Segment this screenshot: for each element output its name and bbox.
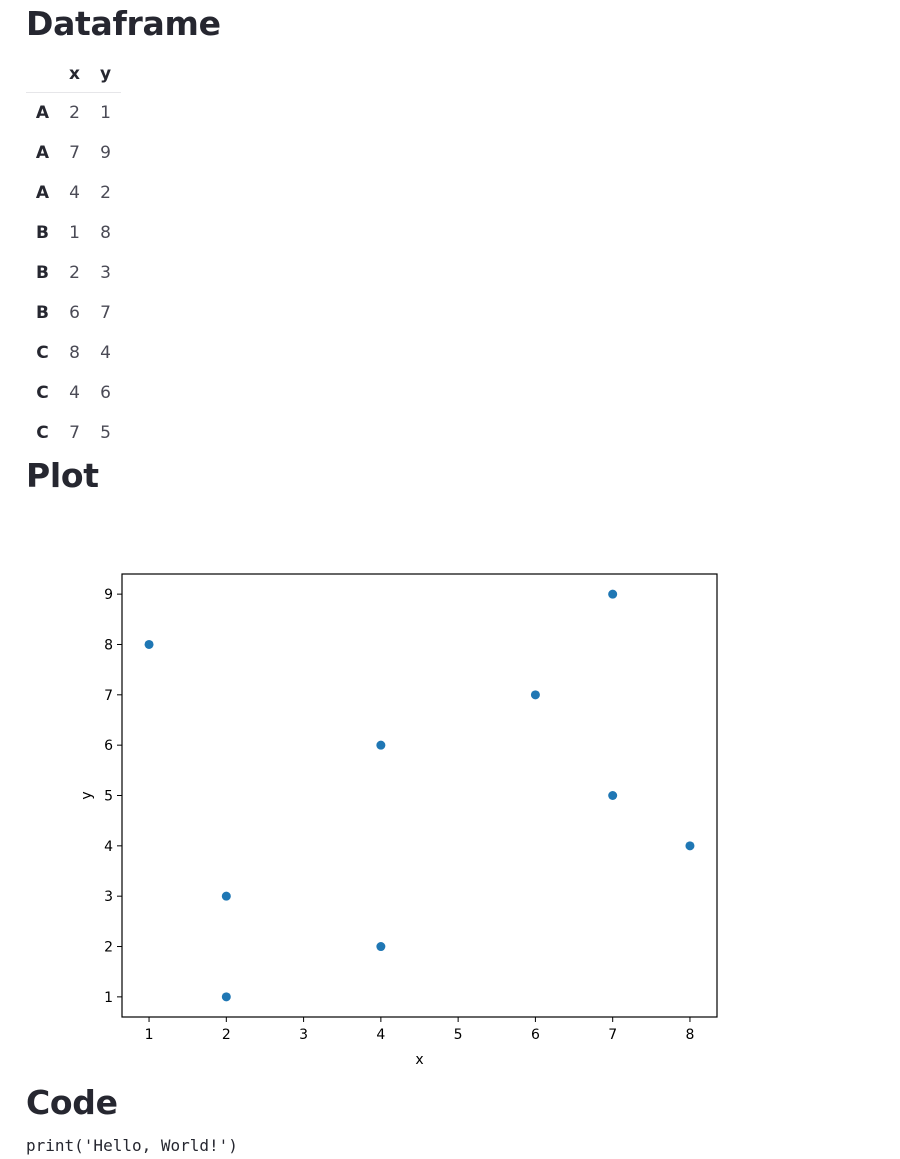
data-point bbox=[530, 690, 540, 700]
x-tick-label: 1 bbox=[145, 1027, 154, 1043]
table-row: B 1 8 bbox=[26, 213, 121, 253]
y-tick-label: 8 bbox=[104, 637, 113, 653]
row-index: A bbox=[35, 103, 50, 123]
x-tick-label: 2 bbox=[222, 1027, 231, 1043]
cell-x: 6 bbox=[69, 303, 80, 323]
y-tick-label: 7 bbox=[104, 688, 113, 704]
cell-y: 3 bbox=[100, 263, 111, 283]
y-axis-label: y bbox=[79, 791, 95, 799]
row-index: B bbox=[36, 263, 49, 283]
data-point bbox=[144, 639, 154, 649]
row-index: C bbox=[36, 383, 49, 403]
row-index: B bbox=[36, 223, 49, 243]
cell-x: 4 bbox=[69, 383, 80, 403]
x-tick-label: 3 bbox=[299, 1027, 308, 1043]
cell-y: 1 bbox=[100, 103, 111, 123]
row-index: A bbox=[35, 183, 50, 203]
data-point bbox=[608, 791, 618, 800]
row-index: C bbox=[36, 343, 49, 363]
cell-x: 2 bbox=[69, 263, 80, 283]
data-point bbox=[221, 992, 231, 1002]
row-index: C bbox=[36, 423, 49, 443]
row-index: B bbox=[36, 303, 49, 323]
table-row: B 2 3 bbox=[26, 253, 121, 293]
x-tick-label: 4 bbox=[376, 1027, 385, 1043]
row-index: A bbox=[35, 143, 50, 163]
cell-y: 2 bbox=[100, 183, 111, 203]
x-tick-label: 7 bbox=[608, 1027, 617, 1043]
data-point bbox=[221, 891, 231, 901]
data-point bbox=[376, 942, 386, 952]
table-row: A 4 2 bbox=[26, 173, 121, 213]
index-header bbox=[26, 55, 59, 93]
x-tick-label: 6 bbox=[531, 1027, 540, 1043]
cell-y: 8 bbox=[100, 223, 111, 243]
code-heading: Code bbox=[26, 1083, 118, 1122]
data-point bbox=[608, 589, 618, 599]
y-tick-label: 9 bbox=[104, 587, 113, 603]
cell-x: 7 bbox=[69, 143, 80, 163]
cell-x: 7 bbox=[69, 423, 80, 443]
table-row: C 4 6 bbox=[26, 373, 121, 413]
cell-x: 1 bbox=[69, 223, 80, 243]
x-axis-label: x bbox=[415, 1052, 423, 1068]
y-tick-label: 5 bbox=[104, 789, 113, 805]
data-point bbox=[376, 740, 386, 750]
y-tick-label: 4 bbox=[104, 839, 113, 855]
table-row: A 2 1 bbox=[26, 93, 121, 134]
cell-y: 7 bbox=[100, 303, 111, 323]
table-row: C 7 5 bbox=[26, 413, 121, 453]
y-tick-label: 1 bbox=[104, 990, 113, 1006]
plot-heading: Plot bbox=[26, 456, 99, 495]
scatter-plot: 1 2 3 4 5 6 7 8 1 2 3 4 5 6 7 8 9 x y bbox=[79, 573, 718, 1068]
y-tick-label: 6 bbox=[104, 738, 113, 754]
cell-y: 4 bbox=[100, 343, 111, 363]
code-block: print('Hello, World!') bbox=[26, 1136, 238, 1155]
data-point bbox=[685, 841, 695, 851]
cell-x: 8 bbox=[69, 343, 80, 363]
cell-y: 5 bbox=[100, 423, 111, 443]
dataframe-heading: Dataframe bbox=[26, 4, 221, 43]
table-row: B 6 7 bbox=[26, 293, 121, 333]
cell-x: 4 bbox=[69, 183, 80, 203]
table-row: C 8 4 bbox=[26, 333, 121, 373]
y-tick-label: 3 bbox=[104, 889, 113, 905]
column-header-y: y bbox=[90, 55, 121, 93]
table-header-row: x y bbox=[26, 55, 121, 93]
dataframe-table: x y A 2 1 A 7 9 A 4 2 B 1 8 B 2 3 bbox=[26, 55, 121, 453]
y-tick-label: 2 bbox=[104, 940, 113, 956]
table-row: A 7 9 bbox=[26, 133, 121, 173]
x-tick-label: 5 bbox=[454, 1027, 463, 1043]
cell-y: 6 bbox=[100, 383, 111, 403]
plot-frame bbox=[121, 573, 718, 1018]
x-tick-label: 8 bbox=[685, 1027, 694, 1043]
column-header-x: x bbox=[59, 55, 90, 93]
cell-y: 9 bbox=[100, 143, 111, 163]
cell-x: 2 bbox=[69, 103, 80, 123]
